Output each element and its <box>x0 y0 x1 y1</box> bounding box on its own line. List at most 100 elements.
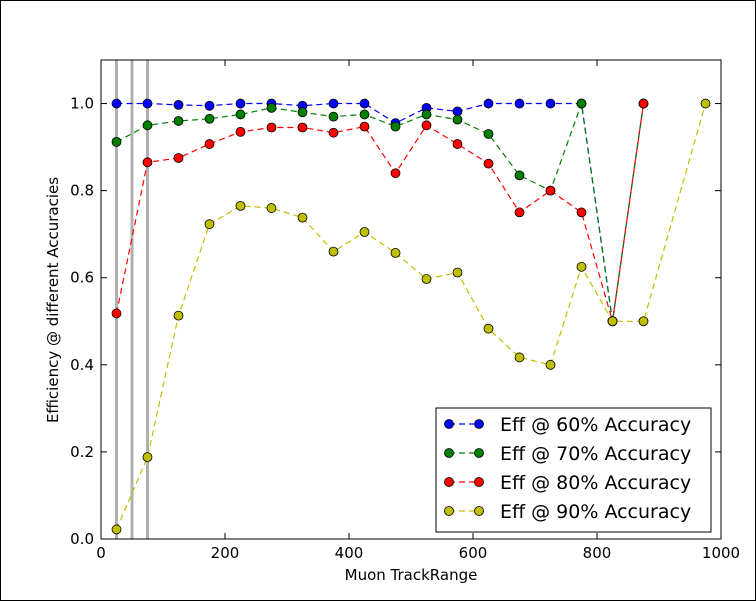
data-point <box>452 267 463 278</box>
data-point <box>328 98 339 109</box>
data-point <box>483 98 494 109</box>
data-point <box>390 168 401 179</box>
data-point <box>328 246 339 257</box>
data-point <box>421 120 432 131</box>
legend-item: Eff @ 60% Accuracy <box>444 414 691 436</box>
data-point <box>359 109 370 120</box>
data-point <box>545 185 556 196</box>
vertical-reference-lines <box>115 60 149 539</box>
data-point <box>483 158 494 169</box>
data-point <box>483 129 494 139</box>
data-point <box>266 103 277 113</box>
series-line <box>116 102 645 322</box>
series-line <box>115 103 645 322</box>
data-point <box>452 139 463 149</box>
data-point <box>111 524 122 535</box>
x-tick-label: 200 <box>211 544 240 562</box>
data-point <box>359 98 370 109</box>
data-point <box>421 109 432 120</box>
data-point <box>173 99 184 110</box>
legend-item: Eff @ 80% Accuracy <box>444 472 691 494</box>
y-tick-label: 0.8 <box>70 182 94 200</box>
data-point <box>142 452 153 463</box>
data-point <box>421 274 432 284</box>
x-tick-label: 400 <box>335 544 364 562</box>
legend-marker <box>444 506 454 516</box>
plot-area <box>100 59 722 540</box>
data-point <box>235 200 246 211</box>
legend-marker <box>474 477 484 487</box>
y-tick-label: 0.6 <box>70 269 94 287</box>
series-1 <box>111 98 649 327</box>
data-point <box>266 122 277 133</box>
data-point <box>204 113 215 124</box>
data-point <box>328 111 339 122</box>
series-layer <box>111 98 711 535</box>
legend-items: Eff @ 60% Accuracy Eff @ 70% Accuracy Eff … <box>444 414 691 523</box>
x-tick-label: 1000 <box>702 544 740 562</box>
legend-marker <box>444 477 454 487</box>
data-point <box>204 139 215 149</box>
data-point <box>576 98 587 109</box>
data-point <box>173 153 184 163</box>
legend-label: Eff @ 80% Accuracy <box>500 472 691 494</box>
data-point <box>142 157 153 168</box>
data-point <box>514 207 525 218</box>
data-point <box>700 98 711 109</box>
data-point <box>142 120 153 131</box>
data-point <box>483 323 494 334</box>
legend-label: Eff @ 70% Accuracy <box>500 443 691 465</box>
data-point <box>235 109 246 120</box>
data-point <box>142 98 153 109</box>
data-point <box>297 122 308 133</box>
data-point <box>390 248 401 258</box>
series-3 <box>111 98 649 327</box>
data-point <box>328 127 339 138</box>
axis-ticks: 0 200 400 600 800 1000 0.0 0.2 0.4 0.6 0.8 1.0 <box>70 60 740 562</box>
data-point <box>390 121 401 132</box>
data-point <box>514 352 525 363</box>
data-point <box>297 212 308 223</box>
x-axis-label: Muon TrackRange <box>345 566 478 584</box>
x-tick-label: 600 <box>459 544 488 562</box>
legend-marker <box>474 419 484 429</box>
legend: Eff @ 60% Accuracy Eff @ 70% Accuracy Eff … <box>435 407 712 533</box>
y-axis-label: Efficiency @ different Accuracies <box>44 177 62 423</box>
data-point <box>173 116 184 126</box>
y-tick-label: 0.2 <box>70 443 94 461</box>
data-point <box>576 207 587 218</box>
series-2 <box>111 98 649 327</box>
series-line <box>116 103 645 322</box>
data-point <box>359 227 370 237</box>
data-point <box>638 98 649 109</box>
legend-label: Eff @ 60% Accuracy <box>500 414 691 436</box>
data-point <box>545 98 556 109</box>
data-point <box>204 100 215 111</box>
data-point <box>204 219 215 230</box>
legend-label: Eff @ 90% Accuracy <box>500 501 691 523</box>
series-4 <box>111 98 711 535</box>
legend-marker <box>474 506 484 516</box>
data-point <box>452 114 463 125</box>
x-tick-label: 800 <box>583 544 612 562</box>
data-point <box>173 310 184 321</box>
legend-marker <box>444 419 454 429</box>
legend-item: Eff @ 90% Accuracy <box>444 501 691 523</box>
y-tick-label: 0.4 <box>70 356 94 374</box>
legend-marker <box>444 448 454 458</box>
data-point <box>111 308 122 319</box>
legend-marker <box>474 448 484 458</box>
data-point <box>514 98 525 109</box>
y-tick-label: 1.0 <box>70 95 94 113</box>
legend-item: Eff @ 70% Accuracy <box>444 443 691 465</box>
data-point <box>111 98 122 109</box>
data-point <box>638 316 649 327</box>
data-point <box>359 121 370 132</box>
y-tick-label: 0.0 <box>70 530 94 548</box>
data-point <box>111 136 122 147</box>
data-point <box>545 359 556 370</box>
data-point <box>235 98 246 109</box>
data-point <box>235 126 246 137</box>
data-point <box>266 203 277 213</box>
